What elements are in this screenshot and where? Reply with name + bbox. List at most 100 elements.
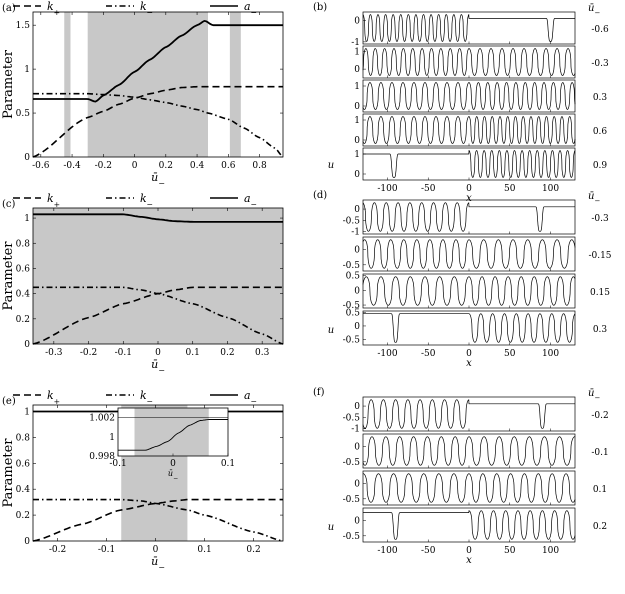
x-tick-label: 0.4 bbox=[190, 161, 205, 171]
y-tick-label: 0.8 bbox=[16, 433, 31, 443]
y-tick-label: 0 bbox=[354, 322, 360, 332]
profile-row: 0 -0.5 -0.15 bbox=[343, 236, 612, 272]
profile-curve bbox=[362, 202, 575, 232]
panel-c: -0.3 -0.2 -0.1 0 0.1 0.2 0.3 0 0.2 0.4 0.6 0.8 1 k+ k−… bbox=[1, 192, 284, 375]
inset-y-tick-label: 1 bbox=[109, 433, 115, 443]
profile-curve bbox=[362, 116, 576, 144]
y-tick-label: 0 bbox=[354, 245, 360, 255]
legend-label: k− bbox=[140, 0, 153, 17]
series-line-aminus bbox=[33, 213, 283, 223]
x-tick-label: 100 bbox=[542, 349, 559, 359]
y-tick-label: 0 bbox=[24, 153, 30, 163]
y-tick-label: -0.5 bbox=[343, 336, 361, 346]
y-tick-label: 0.6 bbox=[16, 459, 31, 469]
y-tick-label: 0 bbox=[354, 479, 360, 489]
y-tick-label: -1 bbox=[351, 425, 360, 435]
legend-label: k− bbox=[140, 389, 153, 406]
x-tick-label: 0 bbox=[132, 161, 138, 171]
y-tick-label: 1 bbox=[24, 214, 30, 224]
profile-curve bbox=[362, 13, 575, 42]
profile-row: 100.9 bbox=[354, 147, 608, 181]
row-value-label: 0.1 bbox=[593, 485, 607, 495]
row-value-label: -0.2 bbox=[591, 411, 608, 421]
y-tick-label: 0.2 bbox=[16, 511, 30, 521]
x-tick-label: 0 bbox=[155, 348, 161, 358]
x-axis-label: ū− bbox=[151, 555, 165, 572]
row-value-label: 0.15 bbox=[590, 288, 610, 298]
panel-label: (e) bbox=[2, 396, 16, 407]
y-tick-label: -0.5 bbox=[343, 532, 361, 542]
profile-row: 0 -0.5 0.2 bbox=[343, 507, 607, 543]
axes-box bbox=[32, 404, 284, 542]
row-header: ū− bbox=[588, 388, 600, 402]
profile-curve bbox=[362, 82, 576, 110]
x-tick-label: 0.2 bbox=[159, 161, 173, 171]
profile-row: 1 0 -0.3 bbox=[354, 45, 609, 79]
x-tick-label: 0.2 bbox=[220, 348, 234, 358]
profile-curve bbox=[363, 510, 576, 540]
x-tick-label: -100 bbox=[377, 184, 397, 194]
legend-label: k+ bbox=[47, 192, 60, 209]
x-tick-label: 50 bbox=[504, 546, 516, 556]
y-tick-label: 0 bbox=[354, 65, 360, 75]
y-tick-label: -0.5 bbox=[343, 301, 361, 311]
row-header: ū− bbox=[588, 191, 600, 205]
series-line-kminus bbox=[33, 498, 284, 542]
shaded-region bbox=[33, 208, 283, 344]
y-tick-label: 0 bbox=[354, 170, 360, 180]
profile-curve bbox=[363, 313, 576, 343]
row-value-label: 0.2 bbox=[593, 522, 607, 532]
x-tick-label: 0.1 bbox=[197, 545, 211, 555]
y-tick-label: 0.8 bbox=[16, 239, 31, 249]
inset-x-tick-label: 0 bbox=[170, 459, 176, 469]
series-line-kplus bbox=[32, 498, 283, 542]
y-tick-label: -1 bbox=[351, 38, 360, 48]
y-axis-label: Parameter bbox=[1, 438, 16, 508]
y-tick-label: -0.5 bbox=[343, 458, 361, 468]
inset-series-line bbox=[118, 419, 228, 451]
x-tick-label: -0.2 bbox=[80, 348, 97, 358]
profile-curve bbox=[362, 399, 575, 429]
y-tick-label: 0 bbox=[354, 102, 360, 112]
y-tick-label: -0.5 bbox=[343, 495, 361, 505]
panel-label: (d) bbox=[313, 190, 327, 201]
profile-row: 0-0.5 -1 -0.3 bbox=[343, 199, 609, 238]
y-tick-label: 1 bbox=[24, 65, 30, 75]
y-tick-label: -1 bbox=[351, 228, 360, 238]
y-tick-label: -0.5 bbox=[343, 413, 361, 423]
y-tick-label: -0.5 bbox=[343, 216, 361, 226]
row-value-label: -0.3 bbox=[591, 59, 609, 69]
y-tick-label: 1 bbox=[354, 150, 360, 160]
profile-curve bbox=[363, 150, 576, 178]
y-tick-label: 0.6 bbox=[16, 264, 31, 274]
legend-label: a− bbox=[244, 192, 257, 209]
profile-row: 100.6 bbox=[354, 113, 607, 147]
y-tick-label: 1.5 bbox=[16, 21, 31, 31]
y-tick-label: 0 bbox=[354, 516, 360, 526]
x-tick-label: 0 bbox=[466, 184, 472, 194]
inset-shaded-region bbox=[134, 408, 209, 456]
profile-row: 0.5 0 -0.5 0.15 bbox=[343, 271, 611, 311]
x-axis-label: x bbox=[466, 555, 472, 566]
panel-a: -0.6 -0.4 -0.2 0 0.2 0.4 0.6 0.8 0 0.5 1 1.5 k+ k− a− (… bbox=[1, 0, 284, 188]
y-tick-label: -0.5 bbox=[343, 261, 361, 271]
x-axis-label: ū− bbox=[151, 358, 165, 375]
legend-label: k+ bbox=[47, 0, 60, 17]
y-tick-label: 1 bbox=[354, 116, 360, 126]
x-tick-label: 0.8 bbox=[252, 161, 267, 171]
y-tick-label: 0 bbox=[354, 402, 360, 412]
y-tick-label: 0.5 bbox=[346, 308, 361, 318]
series-line-kplus bbox=[32, 85, 283, 158]
y-tick-label: 0 bbox=[354, 136, 360, 146]
x-tick-label: 0.6 bbox=[221, 161, 236, 171]
row-value-label: 0.9 bbox=[593, 161, 608, 171]
x-tick-label: -50 bbox=[421, 546, 436, 556]
y-tick-label: 0.5 bbox=[346, 271, 361, 281]
inset-x-tick-label: 0.1 bbox=[221, 459, 235, 469]
x-axis-label: ū− bbox=[151, 171, 165, 188]
shaded-region bbox=[87, 12, 208, 157]
panel-label: (b) bbox=[313, 2, 327, 13]
y-axis-label: u bbox=[328, 160, 334, 171]
